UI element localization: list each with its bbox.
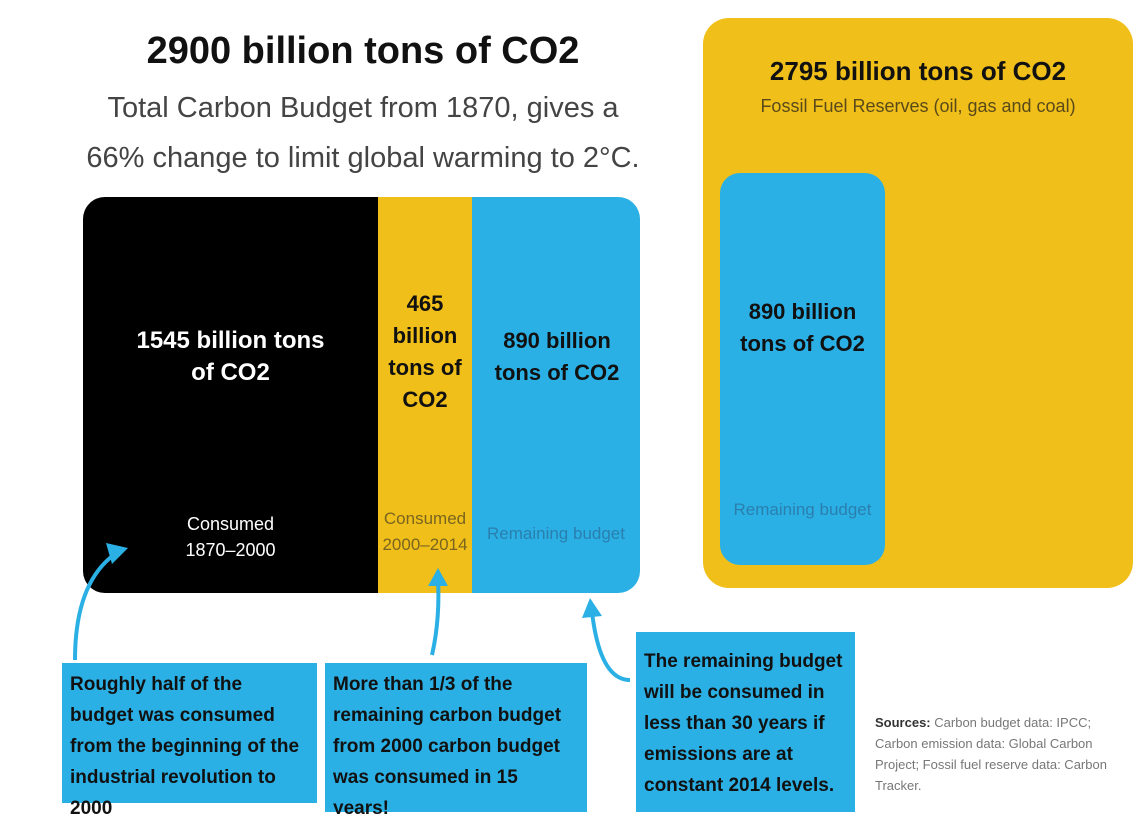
segment-label: 890 billion tons of CO2 bbox=[494, 328, 620, 385]
segment: 890 billion tons of CO2 Remaining budget bbox=[472, 197, 640, 593]
arrow-head bbox=[428, 568, 448, 586]
budget-bar: 1545 billion tons of CO2 Consumed 1870–2… bbox=[83, 197, 640, 593]
title: 2900 billion tons of CO2 bbox=[146, 30, 580, 72]
segment-caption: Remaining budget bbox=[487, 524, 625, 543]
callout: More than 1/3 of the remaining carbon bu… bbox=[325, 663, 587, 814]
callout: Roughly half of the budget was consumed … bbox=[62, 663, 317, 814]
arrow bbox=[73, 550, 120, 661]
sources-text: Carbon budget data: IPCC; Carbon emissio… bbox=[875, 715, 1107, 793]
subtitle: 66% change to limit global warming to 2°… bbox=[86, 142, 640, 174]
sources: Sources: Carbon budget data: IPCC; Carbo… bbox=[875, 712, 1110, 796]
reserves-subtitle: Fossil Fuel Reserves (oil, gas and coal) bbox=[760, 96, 1076, 116]
segment-caption: Consumed 1870–2000 bbox=[185, 514, 276, 560]
arrow bbox=[590, 611, 631, 682]
callout: The remaining budget will be consumed in… bbox=[636, 632, 855, 812]
segment: 1545 billion tons of CO2 Consumed 1870–2… bbox=[83, 197, 378, 593]
reserves-box: 2795 billion tons of CO2 Fossil Fuel Res… bbox=[703, 18, 1133, 588]
segment: 465 billion tons of CO2 Consumed 2000–20… bbox=[378, 197, 472, 593]
reserves-inner: 890 billion tons of CO2 Remaining budget bbox=[720, 173, 885, 565]
arrow-head bbox=[582, 598, 602, 618]
segment-caption: Consumed 2000–2014 bbox=[382, 509, 468, 554]
arrow bbox=[430, 579, 441, 656]
segment-label: 1545 billion tons of CO2 bbox=[136, 327, 325, 386]
inner-label: 890 billion tons of CO2 bbox=[740, 299, 865, 356]
subtitle: Total Carbon Budget from 1870, gives a bbox=[107, 92, 619, 124]
sources-label: Sources: bbox=[875, 715, 931, 730]
segment-label: 465 billion tons of CO2 bbox=[388, 291, 462, 412]
reserves-title: 2795 billion tons of CO2 bbox=[769, 56, 1067, 86]
arrow-head bbox=[106, 543, 128, 564]
inner-caption: Remaining budget bbox=[733, 500, 872, 519]
